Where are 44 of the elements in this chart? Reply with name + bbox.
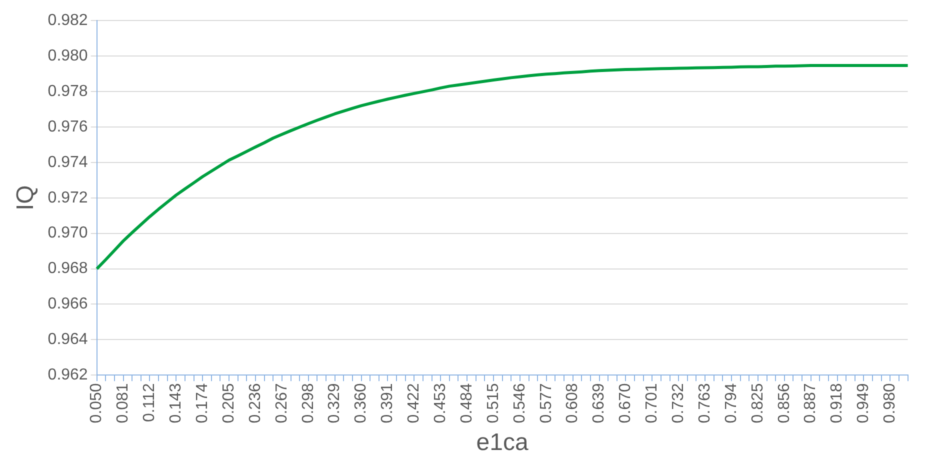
x-tick-label: 0.670 xyxy=(617,383,634,424)
y-tick-label: 0.978 xyxy=(48,82,88,100)
y-tick-label: 0.964 xyxy=(48,331,88,348)
x-tick-label: 0.732 xyxy=(670,383,688,424)
y-axis-title: IQ xyxy=(12,185,40,211)
x-tick-label: 0.453 xyxy=(432,383,450,424)
x-tick-label: 0.484 xyxy=(458,383,476,424)
x-tick-label: 0.298 xyxy=(300,383,317,424)
y-tick-label: 0.970 xyxy=(48,224,88,242)
x-tick-label: 0.856 xyxy=(776,383,793,424)
x-tick-label: 0.205 xyxy=(220,383,238,424)
x-axis-title: e1ca xyxy=(476,429,529,456)
y-tick-label: 0.962 xyxy=(48,366,88,384)
x-tick-label: 0.949 xyxy=(855,383,872,424)
x-tick-label: 0.267 xyxy=(273,383,290,424)
x-tick-label: 0.236 xyxy=(246,383,264,424)
x-tick-label: 0.639 xyxy=(590,383,608,424)
y-tick-label: 0.980 xyxy=(48,47,88,64)
x-tick-label: 0.577 xyxy=(538,383,555,424)
x-tick-label: 0.887 xyxy=(802,383,820,424)
x-tick-label: 0.515 xyxy=(484,383,502,424)
x-tick-label: 0.918 xyxy=(828,383,846,424)
y-tick-label: 0.976 xyxy=(48,118,88,136)
x-tick-label: 0.050 xyxy=(88,383,106,424)
x-tick-label: 0.794 xyxy=(722,383,740,424)
x-tick-label: 0.360 xyxy=(352,383,370,424)
y-tick-label: 0.982 xyxy=(48,12,88,30)
x-tick-label: 0.980 xyxy=(882,383,899,424)
y-tick-label: 0.966 xyxy=(48,296,88,313)
x-tick-label: 0.608 xyxy=(564,383,582,424)
y-tick-label: 0.968 xyxy=(48,260,88,278)
x-tick-label: 0.081 xyxy=(114,383,132,424)
x-tick-label: 0.825 xyxy=(749,383,766,424)
x-tick-label: 0.112 xyxy=(141,383,158,422)
x-tick-label: 0.763 xyxy=(696,383,714,424)
x-tick-label: 0.174 xyxy=(194,383,212,424)
y-tick-label: 0.972 xyxy=(48,189,88,206)
y-tick-label: 0.974 xyxy=(48,154,88,171)
x-tick-label: 0.701 xyxy=(644,383,661,424)
x-tick-label: 0.546 xyxy=(511,383,528,424)
x-tick-label: 0.391 xyxy=(379,383,396,424)
x-tick-label: 0.329 xyxy=(326,383,344,424)
x-tick-label: 0.422 xyxy=(406,383,423,424)
x-tick-label: 0.143 xyxy=(168,383,185,424)
